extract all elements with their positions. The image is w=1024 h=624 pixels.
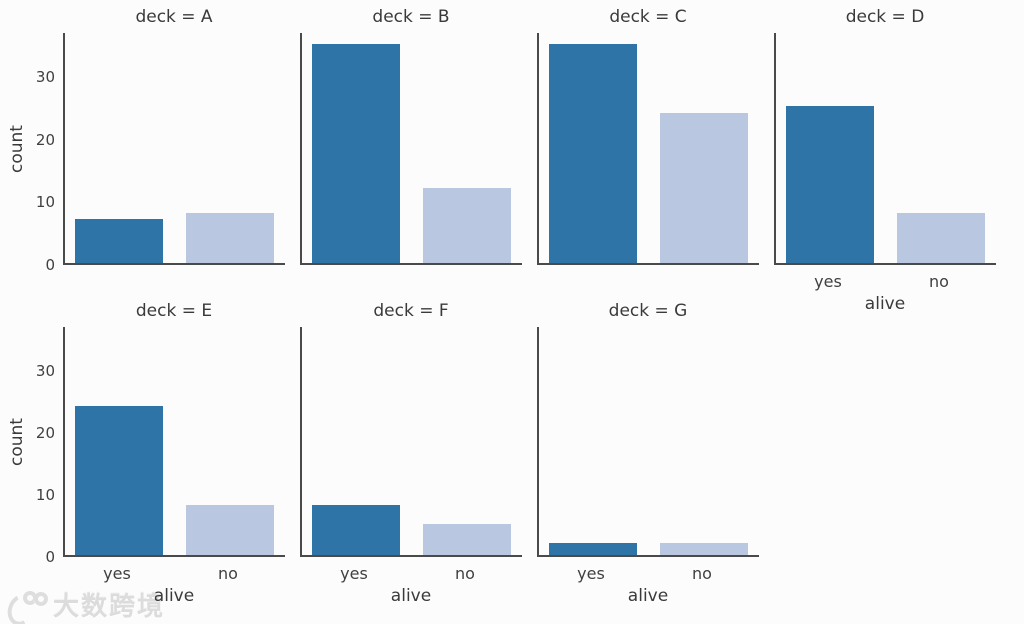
bar-deck-B-no	[423, 188, 511, 263]
y-axis-label: count	[7, 125, 27, 173]
xtick-no-deck-F: no	[455, 564, 475, 583]
plot-area-deck-E	[63, 327, 285, 557]
plot-area-deck-D	[774, 33, 996, 265]
ytick-10: 10	[35, 486, 55, 504]
bar-deck-F-yes	[312, 505, 400, 555]
x-axis-label-deck-G: alive	[627, 586, 669, 606]
bar-deck-C-no	[660, 113, 748, 263]
ytick-0: 0	[45, 548, 55, 566]
bar-deck-E-yes	[75, 406, 163, 555]
ytick-30: 30	[35, 68, 55, 86]
bar-deck-B-yes	[312, 44, 400, 263]
ytick-10: 10	[35, 193, 55, 211]
plot-area-deck-G	[537, 327, 759, 557]
bar-deck-G-yes	[549, 543, 637, 555]
xtick-yes-deck-E: yes	[103, 564, 131, 583]
facet-title-deck-A: deck = A	[135, 7, 213, 27]
xtick-no-deck-D: no	[929, 272, 949, 291]
bar-deck-E-no	[186, 505, 274, 555]
ytick-0: 0	[45, 256, 55, 274]
plot-area-deck-B	[300, 33, 522, 265]
bar-deck-C-yes	[549, 44, 637, 263]
bar-deck-A-yes	[75, 219, 163, 263]
watermark: 大数跨境	[3, 586, 166, 624]
xtick-yes-deck-F: yes	[340, 564, 368, 583]
ytick-20: 20	[35, 131, 55, 149]
x-axis-label-deck-D: alive	[864, 294, 906, 314]
xtick-no-deck-G: no	[692, 564, 712, 583]
bar-deck-A-no	[186, 213, 274, 263]
xtick-no-deck-E: no	[218, 564, 238, 583]
xtick-yes-deck-G: yes	[577, 564, 605, 583]
xtick-yes-deck-D: yes	[814, 272, 842, 291]
x-axis-label-deck-E: alive	[153, 586, 195, 606]
ytick-20: 20	[35, 424, 55, 442]
plot-area-deck-F	[300, 327, 522, 557]
plot-area-deck-C	[537, 33, 759, 265]
watermark-text: 大数跨境	[53, 592, 166, 622]
bar-deck-F-no	[423, 524, 511, 555]
facet-title-deck-F: deck = F	[373, 301, 449, 321]
bar-deck-D-yes	[786, 106, 874, 263]
watermark-logo-icon	[3, 589, 48, 624]
bar-deck-D-no	[897, 213, 985, 263]
facet-title-deck-D: deck = D	[845, 7, 925, 27]
x-axis-label-deck-F: alive	[390, 586, 432, 606]
facet-title-deck-E: deck = E	[135, 301, 213, 321]
logo-ring-icon	[34, 591, 48, 606]
facet-title-deck-C: deck = C	[609, 7, 687, 27]
plot-area-deck-A	[63, 33, 285, 265]
facet-title-deck-G: deck = G	[608, 301, 688, 321]
facet-title-deck-B: deck = B	[372, 7, 450, 27]
y-axis-label: count	[7, 418, 27, 466]
bar-deck-G-no	[660, 543, 748, 555]
ytick-30: 30	[35, 362, 55, 380]
